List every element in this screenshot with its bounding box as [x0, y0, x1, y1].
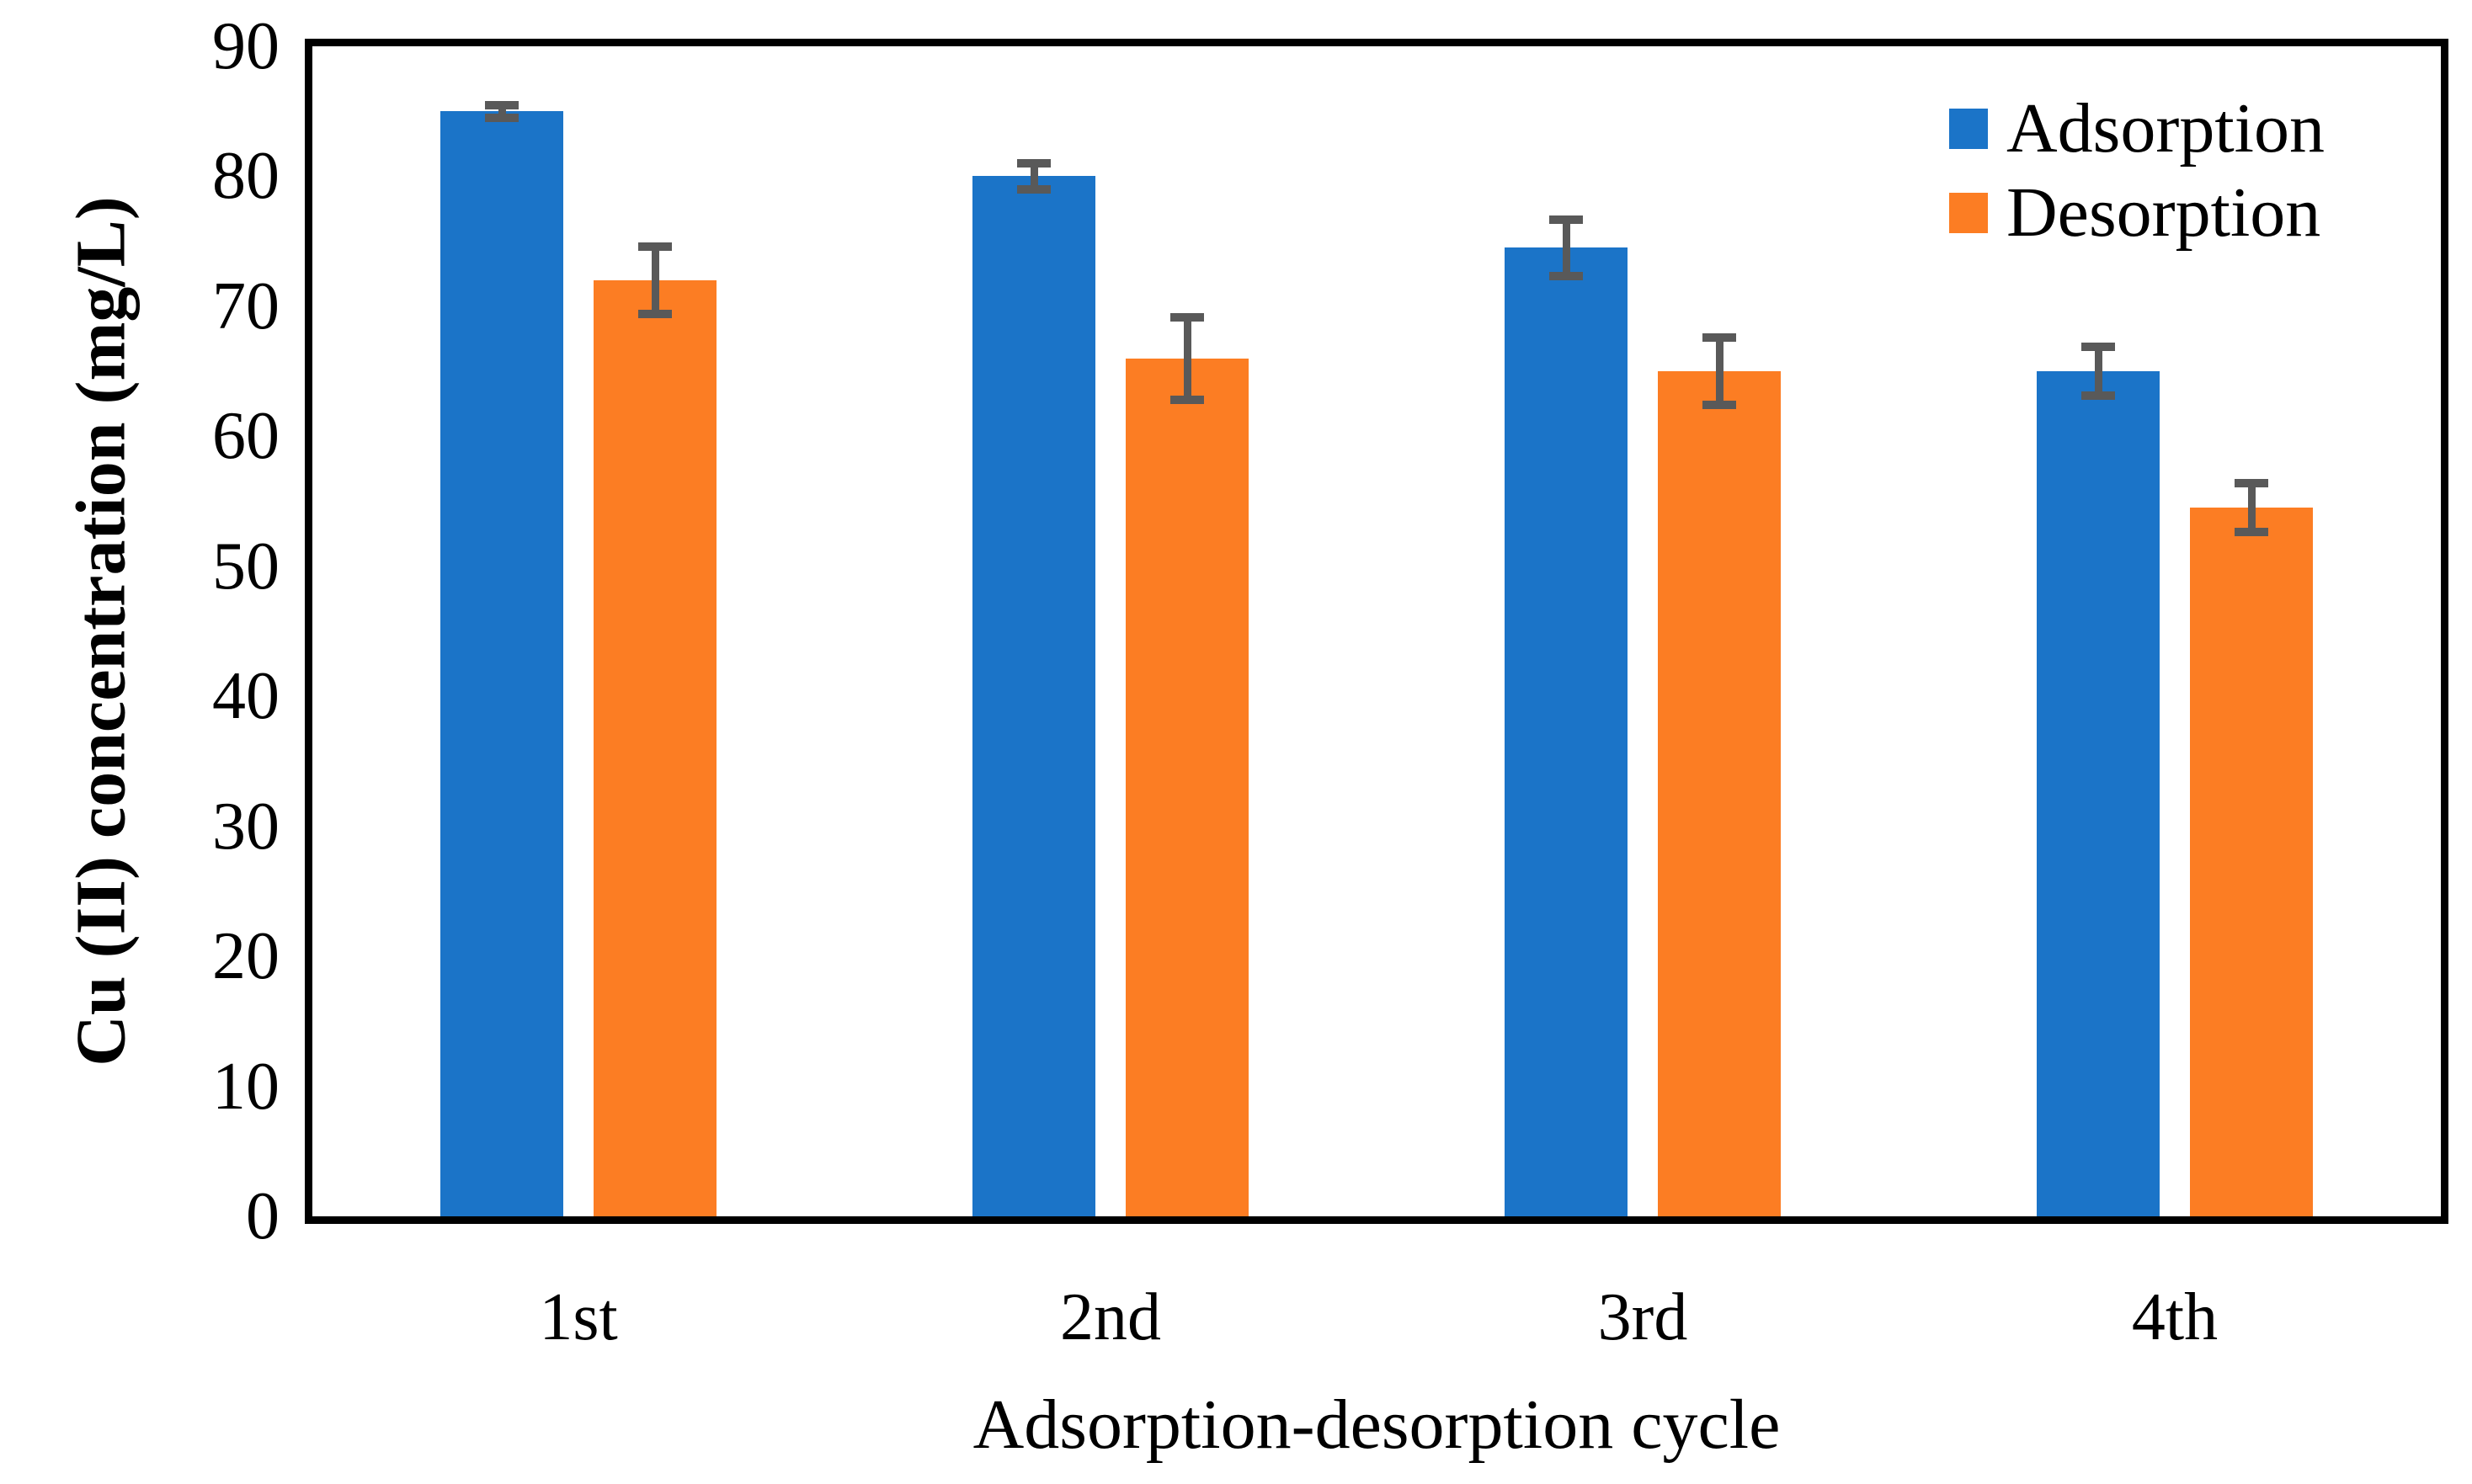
- legend: Adsorption Desorption: [1949, 88, 2325, 253]
- y-tick-label: 30: [212, 789, 280, 864]
- error-bar-stem: [2094, 343, 2102, 401]
- y-tick-label: 20: [212, 919, 280, 994]
- error-bar-top-cap: [485, 100, 519, 109]
- error-bar-top-cap: [1017, 159, 1051, 168]
- bar-desorption-3rd: [1658, 371, 1781, 1216]
- error-bar-bottom-cap: [1702, 400, 1736, 409]
- plot-area: Adsorption Desorption: [305, 39, 2448, 1224]
- x-tick-label-1st: 1st: [539, 1280, 618, 1354]
- x-tick-label-2nd: 2nd: [1060, 1280, 1161, 1354]
- y-tick-label: 40: [212, 659, 280, 734]
- legend-label: Desorption: [2006, 173, 2321, 252]
- error-bar-stem: [1183, 312, 1191, 404]
- legend-label: Adsorption: [2006, 89, 2325, 168]
- error-bar-stem: [1030, 159, 1038, 194]
- error-bar-bottom-cap: [485, 113, 519, 122]
- error-bar-stem: [1715, 333, 1723, 409]
- error-bar-desorption-4th: [2235, 479, 2268, 537]
- error-bar-bottom-cap: [2235, 528, 2268, 537]
- error-bar-top-cap: [638, 242, 672, 252]
- legend-swatch-adsorption: [1949, 109, 1988, 149]
- error-bar-top-cap: [2081, 343, 2115, 352]
- bar-adsorption-1st: [440, 111, 563, 1216]
- y-tick-label: 60: [212, 399, 280, 474]
- error-bar-stem: [2247, 479, 2256, 537]
- bar-desorption-2nd: [1126, 358, 1249, 1216]
- error-bar-adsorption-2nd: [1017, 159, 1051, 194]
- error-bar-stem: [498, 100, 506, 122]
- error-bar-top-cap: [1170, 312, 1204, 322]
- y-tick-label: 90: [212, 9, 280, 83]
- error-bar-bottom-cap: [1017, 184, 1051, 194]
- error-bar-top-cap: [1549, 215, 1583, 224]
- error-bar-top-cap: [2235, 479, 2268, 488]
- error-bar-bottom-cap: [2081, 391, 2115, 401]
- x-axis-title: Adsorption-desorption cycle: [972, 1386, 1781, 1464]
- error-bar-bottom-cap: [1549, 271, 1583, 280]
- y-tick-label: 70: [212, 269, 280, 343]
- y-tick-label: 0: [246, 1179, 280, 1253]
- error-bar-bottom-cap: [638, 309, 672, 318]
- error-bar-desorption-3rd: [1702, 333, 1736, 409]
- bar-adsorption-3rd: [1505, 247, 1628, 1216]
- y-tick-label: 50: [212, 529, 280, 604]
- error-bar-top-cap: [1702, 333, 1736, 343]
- error-bar-stem: [1562, 215, 1570, 280]
- x-tick-label-3rd: 3rd: [1597, 1280, 1688, 1354]
- x-tick-label-4th: 4th: [2131, 1280, 2219, 1354]
- error-bar-adsorption-4th: [2081, 343, 2115, 401]
- error-bar-adsorption-1st: [485, 100, 519, 122]
- bar-desorption-1st: [594, 280, 717, 1216]
- bar-adsorption-4th: [2037, 371, 2160, 1216]
- error-bar-desorption-1st: [638, 242, 672, 318]
- error-bar-bottom-cap: [1170, 395, 1204, 404]
- error-bar-stem: [651, 242, 659, 318]
- legend-item-adsorption: Adsorption: [1949, 88, 2325, 169]
- error-bar-desorption-2nd: [1170, 312, 1204, 404]
- y-tick-label: 80: [212, 139, 280, 214]
- legend-item-desorption: Desorption: [1949, 173, 2325, 253]
- bar-adsorption-2nd: [972, 176, 1095, 1216]
- legend-swatch-desorption: [1949, 193, 1988, 233]
- y-tick-label: 10: [212, 1049, 280, 1124]
- bar-desorption-4th: [2190, 508, 2313, 1216]
- error-bar-adsorption-3rd: [1549, 215, 1583, 280]
